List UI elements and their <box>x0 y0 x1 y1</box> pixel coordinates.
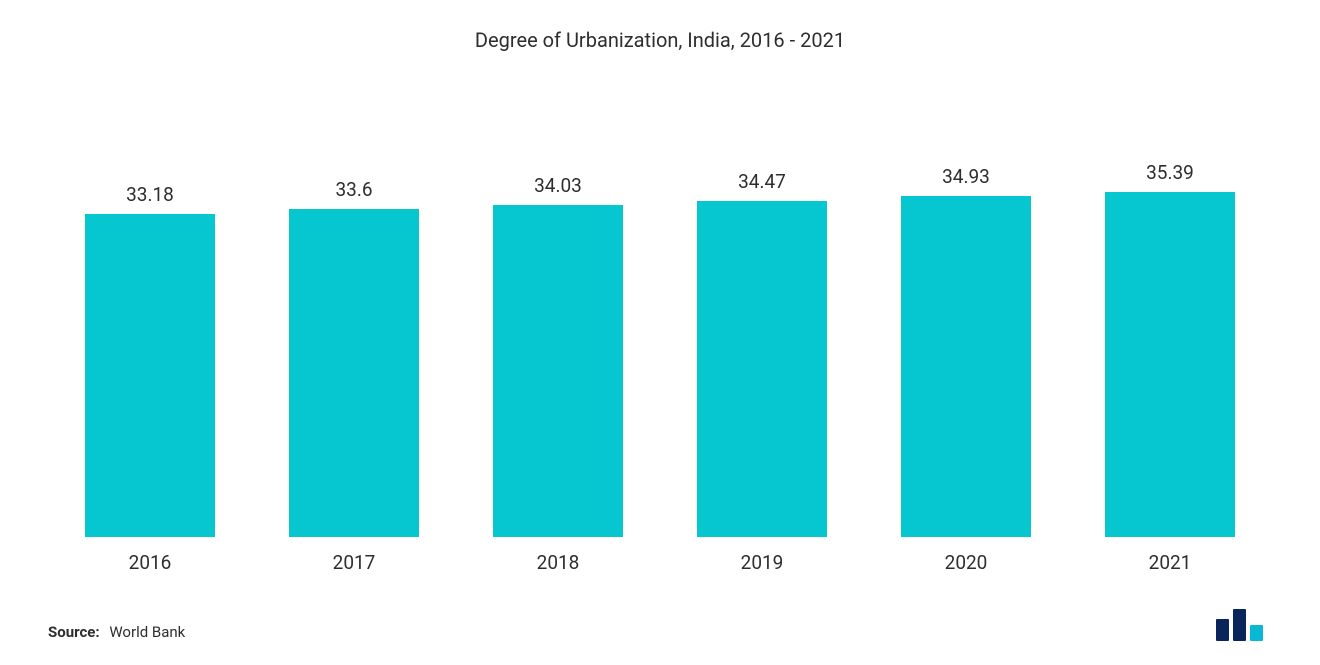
x-axis-label: 2021 <box>1068 551 1272 574</box>
source-attribution: Source: World Bank <box>48 623 185 641</box>
chart-plot-area: 33.18 33.6 34.03 34.47 34.93 35.39 <box>48 62 1272 537</box>
bar <box>697 201 827 537</box>
bar-value-label: 34.93 <box>942 165 990 188</box>
bar-slot: 33.6 <box>252 62 456 537</box>
bar <box>901 196 1031 537</box>
bar-value-label: 33.18 <box>126 183 174 206</box>
bar <box>493 205 623 537</box>
bar <box>289 209 419 537</box>
bar-slot: 34.03 <box>456 62 660 537</box>
bar-slot: 33.18 <box>48 62 252 537</box>
bar-value-label: 34.47 <box>738 170 786 193</box>
bar-value-label: 35.39 <box>1146 161 1194 184</box>
bar-value-label: 34.03 <box>534 174 582 197</box>
bar-slot: 34.47 <box>660 62 864 537</box>
mordor-intelligence-logo-icon <box>1214 609 1272 641</box>
bar <box>1105 192 1235 537</box>
bar-slot: 34.93 <box>864 62 1068 537</box>
x-axis-label: 2016 <box>48 551 252 574</box>
chart-footer: Source: World Bank <box>48 609 1272 641</box>
bar <box>85 214 215 538</box>
bar-container: 33.18 33.6 34.03 34.47 34.93 35.39 <box>48 62 1272 537</box>
x-axis-label: 2018 <box>456 551 660 574</box>
x-axis-labels: 201620172018201920202021 <box>48 551 1272 574</box>
x-axis-label: 2020 <box>864 551 1068 574</box>
bar-slot: 35.39 <box>1068 62 1272 537</box>
source-value: World Bank <box>109 623 185 641</box>
x-axis-label: 2017 <box>252 551 456 574</box>
source-label: Source: <box>48 623 100 641</box>
chart-title: Degree of Urbanization, India, 2016 - 20… <box>48 28 1272 52</box>
bar-value-label: 33.6 <box>335 178 372 201</box>
x-axis-label: 2019 <box>660 551 864 574</box>
